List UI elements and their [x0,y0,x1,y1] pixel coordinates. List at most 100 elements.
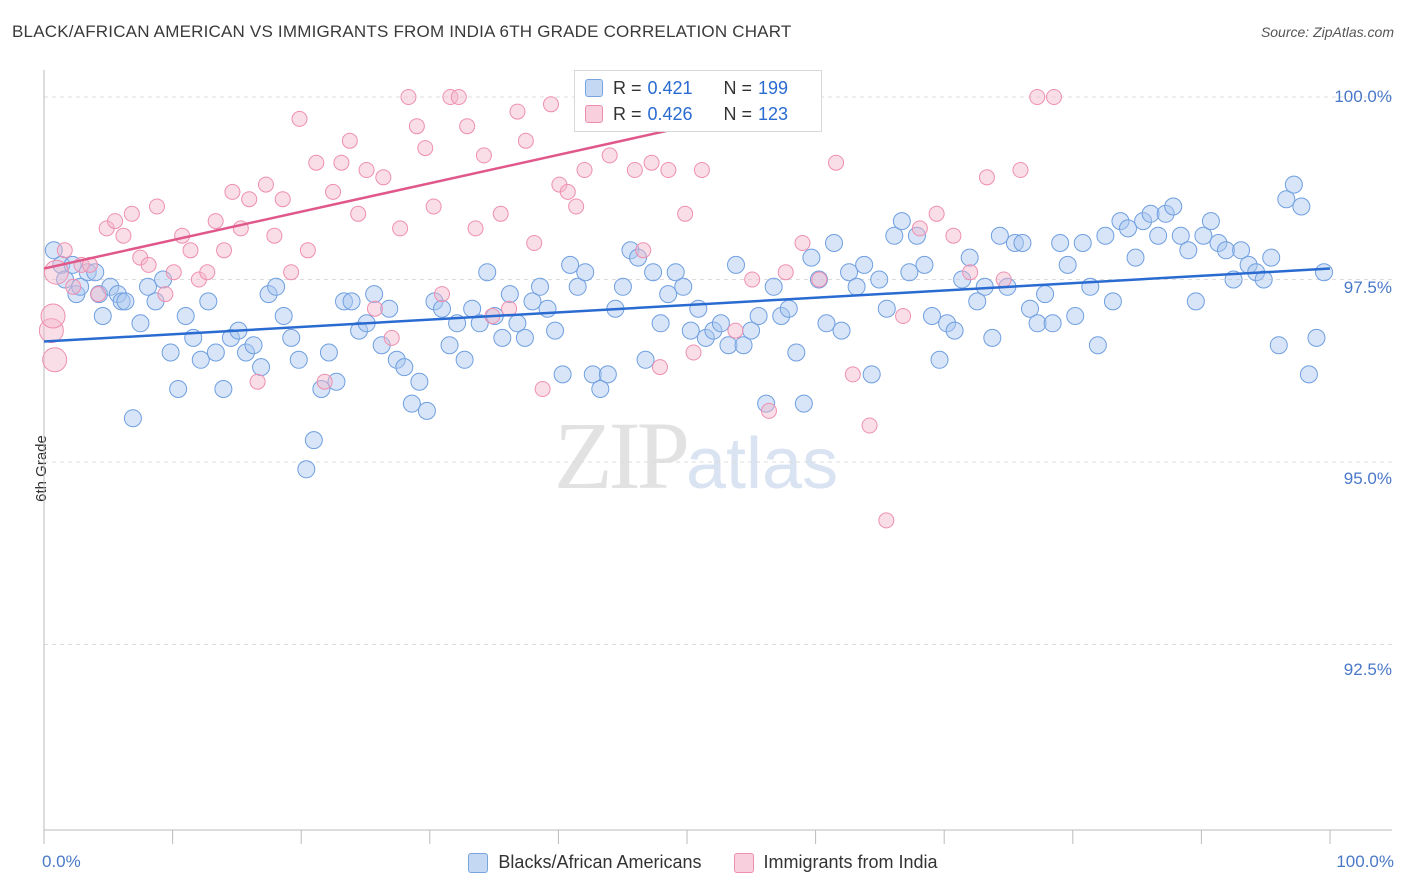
point-blacks [531,277,549,296]
point-blacks [629,248,647,267]
point-blacks [417,401,436,420]
point-blacks [297,460,316,479]
point-india [266,227,283,244]
point-blacks [719,336,738,355]
point-india [828,154,845,171]
point-india [107,213,124,230]
point-india [157,286,174,303]
point-india [140,256,157,273]
point-blacks [176,307,195,325]
point-india [475,147,492,164]
point-blacks [1013,234,1032,252]
point-blacks [1232,241,1251,260]
point-india [123,205,140,222]
point-india [375,169,392,186]
point-blacks [1036,285,1055,304]
point-india [651,359,668,376]
point-india [249,373,266,390]
point-blacks [1156,204,1175,223]
point-blacks [689,299,708,318]
point-blacks [1119,219,1137,238]
point-india [182,242,199,259]
point-blacks [380,299,399,318]
point-india [408,118,425,135]
point-india [660,162,677,178]
point-india [283,264,300,281]
watermark-zip: ZIP [554,402,690,509]
point-blacks [1171,226,1190,245]
point-blacks [335,292,353,311]
point-blacks [1005,234,1024,252]
point-blacks [930,350,949,369]
point-blacks [825,234,843,252]
point-blacks [387,350,406,369]
point-india [568,198,585,215]
point-blacks [139,277,157,296]
point-blacks [938,314,957,333]
point-india [333,154,350,171]
point-blacks [1103,292,1122,311]
point-blacks [674,277,693,296]
point-india [257,176,274,193]
point-blacks [1179,241,1198,260]
point-india [534,381,551,397]
point-blacks [583,365,602,384]
point-blacks [342,292,361,311]
point-india [1046,89,1062,105]
point-blacks [659,285,678,304]
point-blacks [651,314,670,333]
point-blacks [191,350,210,369]
point-blacks [968,292,987,311]
point-india [509,103,526,120]
point-blacks [802,248,821,267]
point-india [685,344,702,361]
point-india [861,417,878,434]
point-blacks [244,336,263,355]
point-india [308,154,325,171]
point-blacks [116,292,135,311]
point-india [543,96,559,113]
point-blacks [817,314,836,333]
point-blacks [123,409,142,428]
legend-swatch-blue [468,852,489,873]
point-blacks [470,314,489,333]
legend-label: Blacks/African Americans [498,852,702,872]
point-blacks [1088,336,1107,355]
point-india [42,347,68,373]
legend-label: Immigrants from India [763,852,938,872]
point-blacks [855,255,874,274]
point-blacks [304,431,323,450]
point-blacks [206,343,225,362]
point-blacks [1073,234,1092,252]
point-india [777,264,794,281]
point-blacks [900,263,919,282]
point-blacks [561,255,580,274]
point-india [978,169,995,186]
point-india [199,264,216,281]
point-india [65,278,82,295]
point-india [56,242,73,259]
point-blacks [282,328,301,347]
legend-n-label: N = [723,103,753,124]
point-blacks [923,307,941,325]
point-india [417,140,434,157]
legend-r-label: R = [613,77,642,98]
watermark-atlas: atlas [686,424,839,504]
point-blacks [862,365,881,384]
point-blacks [681,321,700,340]
point-india [425,198,442,215]
trendline-blacks [43,267,1331,343]
point-blacks [546,321,565,340]
point-blacks [983,328,1002,347]
x-tick-label: 0.0% [42,852,81,871]
point-blacks [1141,204,1160,223]
point-blacks [289,350,308,369]
point-blacks [591,380,610,398]
point-blacks [644,263,663,282]
point-india [207,213,224,230]
point-india [945,227,962,244]
point-blacks [1058,255,1077,274]
point-blacks [576,263,595,282]
point-blacks [945,321,964,340]
point-india [643,154,660,171]
